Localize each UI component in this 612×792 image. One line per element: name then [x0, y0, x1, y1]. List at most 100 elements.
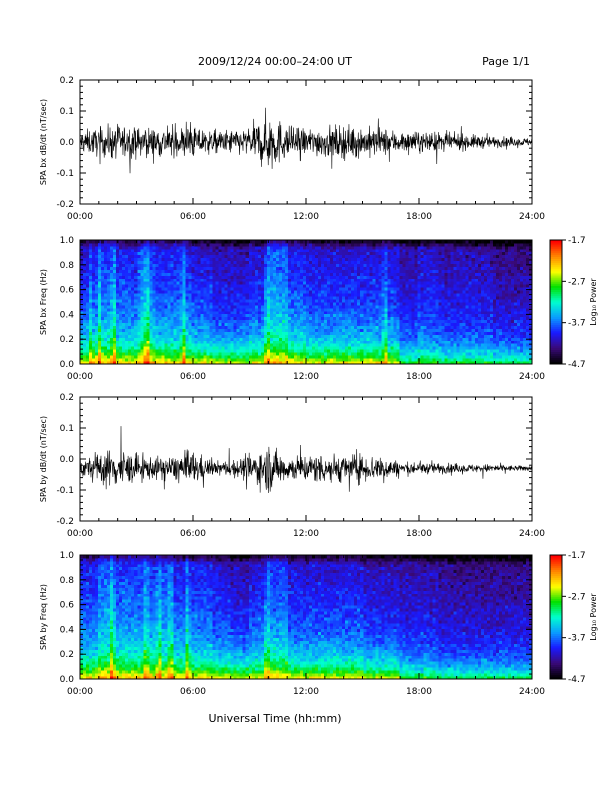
spectrogram-cell [309, 352, 313, 356]
spectrogram-cell [215, 328, 220, 332]
spectrogram-cell [107, 263, 111, 267]
spectrogram-cell [360, 358, 364, 362]
spectrogram-cell [98, 302, 102, 306]
spectrogram-cell [104, 349, 108, 353]
spectrogram-cell [260, 325, 265, 329]
spectrogram-cell [254, 284, 259, 288]
spectrogram-cell [321, 340, 325, 344]
spectrogram-cell [179, 248, 183, 253]
spectrogram-cell [92, 349, 96, 353]
spectrogram-cell [101, 343, 105, 347]
spectrogram-cell [351, 287, 355, 291]
spectrogram-cell [212, 272, 216, 276]
spectrogram-cell [414, 325, 418, 329]
spectrogram-cell [315, 275, 319, 279]
spectrogram-cell [200, 340, 204, 344]
spectrogram-cell [251, 310, 256, 315]
spectrogram-cell [119, 331, 123, 335]
spectrogram-cell [221, 328, 226, 332]
spectrogram-cell [309, 349, 313, 353]
spectrogram-cell [302, 355, 307, 359]
spectrogram-cell [269, 304, 274, 309]
spectrogram-cell [315, 269, 319, 273]
spectrogram-cell [155, 287, 159, 291]
spectrogram-cell [146, 278, 150, 282]
spectrogram-cell [188, 263, 192, 267]
spectrogram-cell [83, 266, 87, 270]
spectrogram-cell [312, 302, 316, 306]
spectrogram-cell [351, 331, 355, 335]
spectrogram-cell [330, 287, 334, 291]
spectrogram-cell [272, 346, 277, 350]
spectrogram-cell [339, 358, 343, 362]
spectrogram-cell [384, 257, 388, 262]
spectrogram-cell [206, 316, 210, 321]
spectrogram-cell [281, 355, 286, 359]
spectrogram-cell [248, 287, 253, 291]
spectrogram-cell [260, 248, 265, 253]
spectrogram-cell [417, 269, 421, 273]
spectrogram-cell [212, 302, 216, 306]
spectrogram-cell [110, 325, 114, 329]
spectrogram-cell [260, 240, 265, 244]
spectrogram-cell [173, 269, 177, 273]
spectrogram-cell [336, 352, 340, 356]
spectrogram-cell [89, 313, 93, 318]
spectrogram-cell [161, 316, 165, 321]
spectrogram-cell [324, 355, 328, 359]
spectrogram-cell [200, 322, 204, 327]
spectrogram-cell [309, 263, 313, 267]
spectrogram-cell [227, 307, 232, 312]
spectrogram-cell [405, 299, 409, 303]
spectrogram-cell [173, 299, 177, 303]
spectrogram-cell [390, 269, 394, 273]
spectrogram-cell [378, 260, 382, 265]
spectrogram-cell [158, 240, 162, 244]
spectrogram-cell [405, 337, 409, 341]
spectrogram-cell [290, 337, 295, 341]
spectrogram-cell [230, 361, 235, 365]
spectrogram-cell [426, 304, 430, 309]
spectrogram-cell [333, 355, 337, 359]
spectrogram-cell [107, 337, 111, 341]
spectrogram-cell [140, 322, 144, 327]
spectrogram-cell [296, 322, 301, 327]
spectrogram-cell [287, 304, 292, 309]
spectrogram-cell [155, 281, 159, 285]
spectrogram-cell [209, 337, 213, 341]
spectrogram-cell [269, 272, 274, 276]
spectrogram-cell [227, 331, 232, 335]
spectrogram-cell [284, 287, 289, 291]
spectrogram-cell [417, 284, 421, 288]
spectrogram-cell [420, 334, 424, 338]
spectrogram-cell [110, 304, 114, 309]
spectrogram-cell [152, 355, 156, 359]
spectrogram-cell [143, 355, 147, 359]
spectrogram-cell [366, 254, 370, 259]
spectrogram-cell [212, 337, 216, 341]
spectrogram-cell [131, 337, 135, 341]
spectrogram-cell [101, 269, 105, 273]
spectrogram-cell [426, 313, 430, 318]
spectrogram-cell [107, 361, 111, 365]
spectrogram-cell [306, 337, 310, 341]
spectrogram-cell [104, 346, 108, 350]
spectrogram-cell [257, 266, 262, 270]
spectrogram-cell [206, 355, 210, 359]
spectrogram-cell [83, 281, 87, 285]
spectrogram-cell [146, 275, 150, 279]
spectrogram-cell [176, 296, 180, 300]
spectrogram-cell [230, 296, 235, 300]
spectrogram-cell [426, 302, 430, 306]
spectrogram-cell [107, 340, 111, 344]
spectrogram-cell [89, 266, 93, 270]
spectrogram-cell [92, 299, 96, 303]
spectrogram-cell [182, 358, 186, 362]
spectrogram-cell [333, 257, 337, 262]
spectrogram-cell [125, 269, 129, 273]
spectrogram-cell [104, 302, 108, 306]
spectrogram-cell [290, 313, 295, 318]
spectrogram-cell [125, 334, 129, 338]
spectrogram-cell [306, 263, 310, 267]
spectrogram-cell [80, 334, 84, 338]
